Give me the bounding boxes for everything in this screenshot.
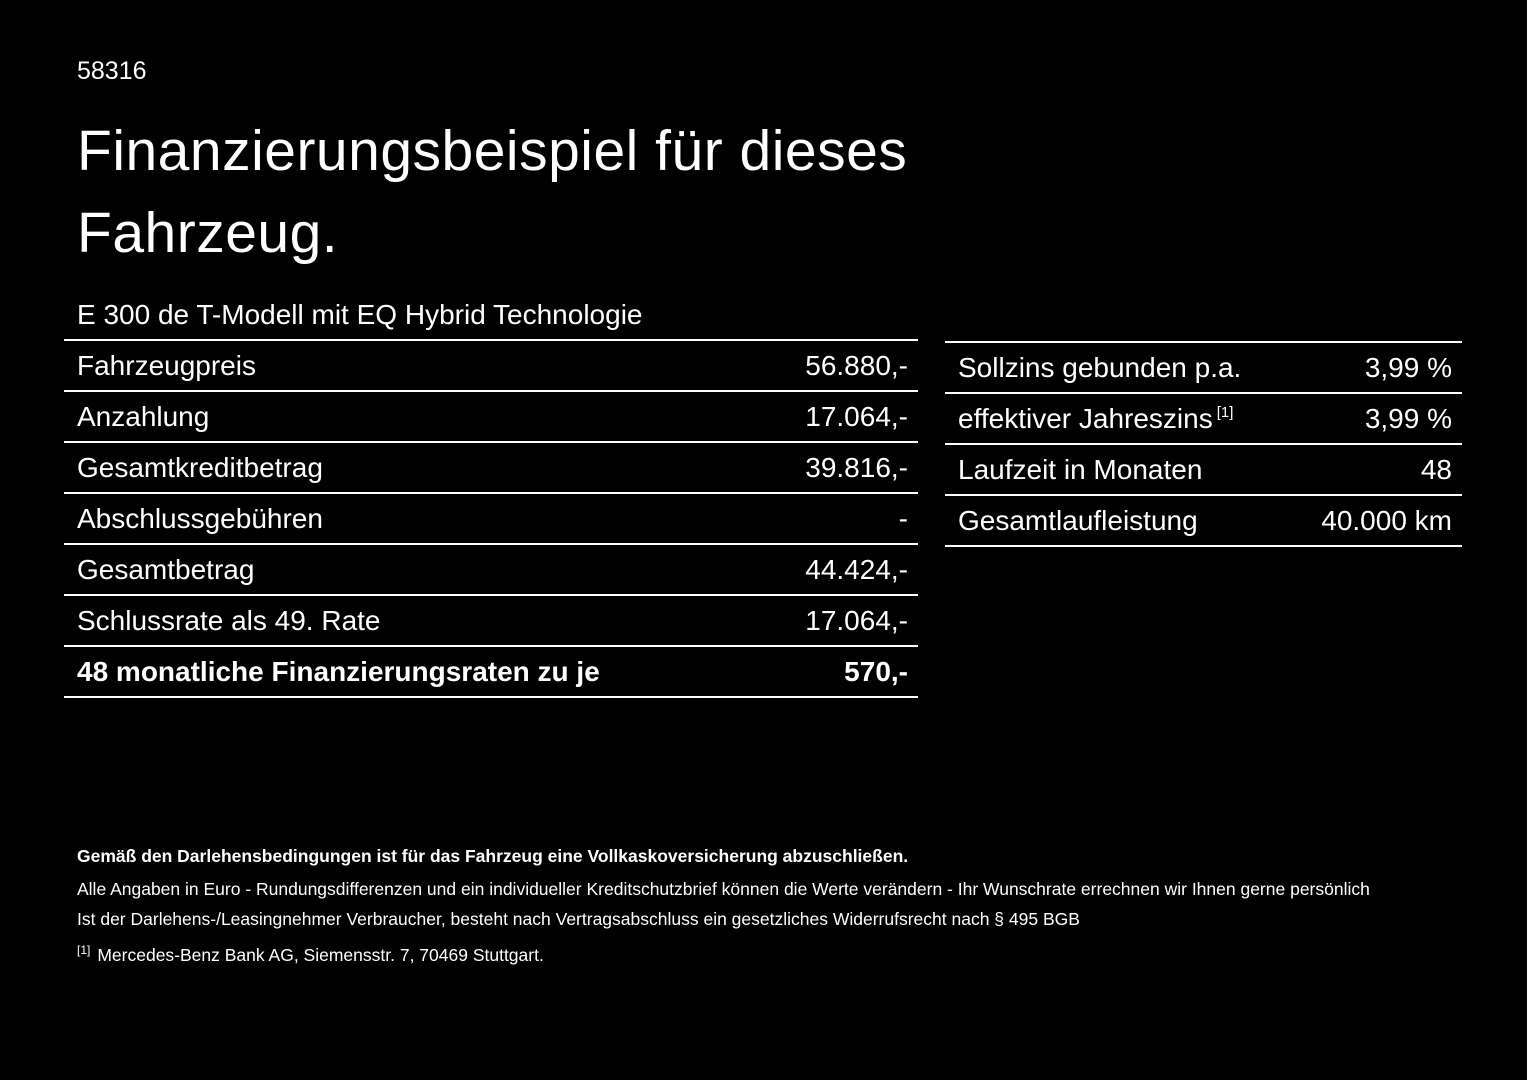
bank-footnote: [1] Mercedes-Benz Bank AG, Siemensstr. 7,…	[77, 944, 1467, 966]
financing-table: E 300 de T-Modell mit EQ Hybrid Technolo…	[64, 295, 918, 698]
row-label: Sollzins gebunden p.a.	[958, 351, 1242, 383]
row-label: Abschlussgebühren	[77, 502, 323, 534]
doc-number: 58316	[77, 57, 147, 85]
conditions-table: Sollzins gebunden p.a. 3,99 % effektiver…	[945, 341, 1462, 547]
table-row-abschlussgebuehren: Abschlussgebühren -	[64, 494, 918, 545]
row-value: 3,99 %	[1364, 351, 1452, 383]
row-value: 56.880,-	[805, 349, 908, 381]
row-label: Laufzeit in Monaten	[958, 453, 1203, 485]
page-title: Finanzierungsbeispiel für dieses Fahrzeu…	[77, 119, 908, 266]
legal-footer: Gemäß den Darlehensbedingungen ist für d…	[77, 845, 1467, 966]
row-label: Gesamtlaufleistung	[958, 504, 1198, 536]
row-label: Anzahlung	[77, 400, 210, 432]
row-label: 48 monatliche Finanzierungsraten zu je	[77, 655, 600, 687]
disclaimer-note-2: Ist der Darlehens-/Leasingnehmer Verbrau…	[77, 909, 1080, 929]
table-row-fahrzeugpreis: Fahrzeugpreis 56.880,-	[64, 341, 918, 392]
table-row-sollzins: Sollzins gebunden p.a. 3,99 %	[945, 343, 1462, 394]
footnote-text: Mercedes-Benz Bank AG, Siemensstr. 7, 70…	[97, 945, 544, 965]
table-row-effektiver-jahreszins: effektiver Jahreszins [1] 3,99 %	[945, 394, 1462, 445]
vehicle-model: E 300 de T-Modell mit EQ Hybrid Technolo…	[64, 295, 918, 341]
row-label: Gesamtkreditbetrag	[77, 451, 323, 483]
table-row-gesamtkreditbetrag: Gesamtkreditbetrag 39.816,-	[64, 443, 918, 494]
row-label: Gesamtbetrag	[77, 553, 255, 585]
disclaimer-note-1: Alle Angaben in Euro - Rundungsdifferenz…	[77, 879, 1370, 899]
footnote-marker: [1]	[77, 943, 91, 958]
row-value: 570,-	[844, 655, 908, 687]
row-label-text: effektiver Jahreszins	[958, 402, 1213, 434]
row-value: 39.816,-	[805, 451, 908, 483]
row-value: 44.424,-	[805, 553, 908, 585]
row-value: 40.000 km	[1321, 504, 1452, 536]
row-label: effektiver Jahreszins [1]	[958, 403, 1233, 435]
row-value: 3,99 %	[1364, 402, 1452, 434]
insurance-note: Gemäß den Darlehensbedingungen ist für d…	[77, 846, 909, 866]
row-value: -	[898, 502, 908, 534]
row-label: Schlussrate als 49. Rate	[77, 604, 381, 636]
table-row-anzahlung: Anzahlung 17.064,-	[64, 392, 918, 443]
row-label: Fahrzeugpreis	[77, 349, 256, 381]
table-row-gesamtbetrag: Gesamtbetrag 44.424,-	[64, 545, 918, 596]
row-value: 17.064,-	[805, 400, 908, 432]
row-value: 48	[1420, 453, 1452, 485]
table-row-schlussrate: Schlussrate als 49. Rate 17.064,-	[64, 596, 918, 647]
row-value: 17.064,-	[805, 604, 908, 636]
table-row-laufzeit: Laufzeit in Monaten 48	[945, 445, 1462, 496]
table-row-gesamtlaufleistung: Gesamtlaufleistung 40.000 km	[945, 496, 1462, 547]
table-row-monatsrate: 48 monatliche Finanzierungsraten zu je 5…	[64, 647, 918, 698]
footnote-marker: [1]	[1216, 404, 1234, 422]
